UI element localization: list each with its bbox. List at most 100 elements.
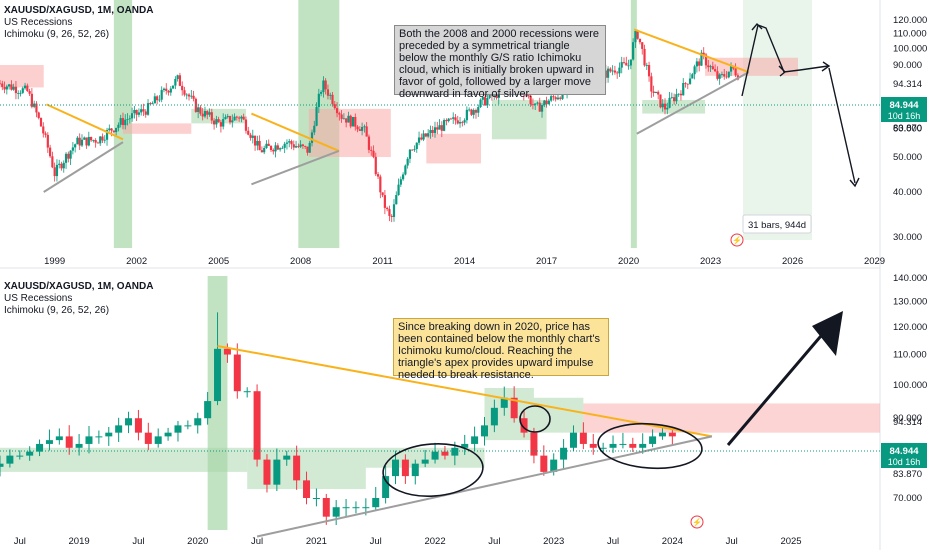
candle bbox=[659, 94, 662, 108]
candle bbox=[345, 118, 348, 123]
candle bbox=[208, 112, 211, 115]
candle bbox=[670, 97, 673, 99]
price-axis-tick: 140.000 bbox=[893, 273, 927, 284]
candle bbox=[538, 102, 541, 112]
candle bbox=[26, 85, 29, 91]
candle bbox=[181, 85, 184, 91]
candle bbox=[458, 122, 462, 124]
candle bbox=[351, 117, 355, 127]
trendline-lower[interactable] bbox=[43, 141, 124, 193]
candle bbox=[454, 117, 457, 121]
trendline-upper[interactable] bbox=[251, 112, 340, 152]
candle bbox=[668, 432, 676, 437]
candle bbox=[395, 195, 398, 205]
candle bbox=[95, 436, 103, 438]
candle bbox=[320, 92, 323, 94]
trendline-lower[interactable] bbox=[251, 149, 340, 186]
time-axis[interactable]: Jul 2019 Jul 2020 Jul 2021 Jul 2022 Jul 2023 Jul 20… bbox=[14, 536, 802, 547]
trendline-upper[interactable] bbox=[633, 28, 750, 74]
candle bbox=[105, 129, 109, 140]
candle bbox=[272, 149, 275, 152]
candle bbox=[233, 116, 236, 121]
candle bbox=[627, 65, 630, 67]
candle bbox=[269, 145, 273, 150]
indicator-recessions[interactable]: US Recessions bbox=[4, 17, 72, 28]
candle bbox=[365, 126, 368, 137]
candle bbox=[322, 498, 330, 517]
candle bbox=[10, 84, 13, 90]
candle bbox=[560, 447, 568, 460]
candle bbox=[142, 109, 145, 112]
time-axis-tick: 2024 bbox=[662, 536, 683, 547]
candle bbox=[629, 443, 637, 448]
candle bbox=[447, 118, 450, 122]
candle bbox=[335, 108, 339, 114]
indicator-recessions[interactable]: US Recessions bbox=[4, 293, 72, 304]
candle bbox=[421, 459, 429, 464]
price-axis-tick: 30.000 bbox=[893, 232, 922, 243]
indicator-ichimoku[interactable]: Ichimoku (9, 26, 52, 26) bbox=[4, 29, 109, 40]
candle bbox=[240, 116, 243, 119]
time-axis-tick: 2002 bbox=[126, 256, 147, 267]
candle bbox=[486, 98, 489, 106]
lightning-icon[interactable] bbox=[690, 515, 704, 529]
candle bbox=[283, 455, 291, 460]
candle bbox=[449, 118, 453, 120]
candle bbox=[468, 109, 471, 111]
candle bbox=[315, 107, 318, 126]
candle bbox=[294, 146, 298, 148]
candle bbox=[456, 120, 459, 124]
candle bbox=[684, 83, 687, 84]
candle bbox=[510, 397, 518, 419]
time-axis-tick: Jul bbox=[370, 536, 382, 547]
candle bbox=[379, 176, 382, 193]
indicator-ichimoku[interactable]: Ichimoku (9, 26, 52, 26) bbox=[4, 305, 109, 316]
candle bbox=[144, 432, 152, 444]
candle bbox=[19, 92, 22, 94]
candle bbox=[679, 93, 683, 96]
symbol-title[interactable]: XAUUSD/XAGUSD, 1M, OANDA bbox=[4, 281, 153, 292]
trendline-lower[interactable] bbox=[636, 71, 750, 135]
candle bbox=[158, 99, 161, 101]
candle bbox=[28, 90, 31, 94]
candle bbox=[424, 133, 427, 137]
price-axis[interactable]: 140.000 130.000 120.000 110.000 100.000 90.00… bbox=[893, 273, 927, 504]
candle bbox=[53, 167, 56, 177]
symbol-title[interactable]: XAUUSD/XAGUSD, 1M, OANDA bbox=[4, 5, 153, 16]
candle bbox=[707, 65, 710, 68]
trendline-lower[interactable] bbox=[256, 435, 713, 538]
price-axis-tick: 100.000 bbox=[893, 44, 927, 55]
candle bbox=[313, 125, 316, 133]
candle bbox=[276, 145, 279, 150]
annotation-note-top[interactable]: Both the 2008 and 2000 recessions were p… bbox=[394, 25, 606, 100]
candle bbox=[654, 91, 658, 93]
candle bbox=[149, 103, 152, 105]
candle bbox=[174, 425, 182, 433]
candle bbox=[550, 96, 553, 101]
candle bbox=[265, 143, 268, 148]
time-axis[interactable]: 1999 2002 2005 2008 2011 2014 2017 2020 2023 2026… bbox=[44, 256, 885, 267]
lightning-icon[interactable] bbox=[730, 233, 744, 247]
price-axis-tick: 100.000 bbox=[893, 380, 927, 391]
candle bbox=[331, 94, 334, 105]
candle bbox=[101, 136, 104, 141]
trendline-upper[interactable] bbox=[217, 345, 713, 438]
candle bbox=[500, 397, 508, 408]
candle bbox=[26, 451, 34, 456]
candle bbox=[382, 476, 390, 498]
annotation-note-bottom[interactable]: Since breaking down in 2020, price has b… bbox=[393, 318, 609, 381]
candle bbox=[5, 86, 8, 90]
candle bbox=[105, 432, 113, 437]
candle bbox=[691, 74, 694, 79]
candle bbox=[253, 391, 261, 460]
candle bbox=[723, 74, 726, 77]
candle bbox=[201, 113, 204, 117]
candle bbox=[140, 109, 143, 113]
trendline-upper[interactable] bbox=[46, 103, 124, 141]
candle bbox=[83, 137, 86, 140]
candle bbox=[440, 125, 443, 131]
candle bbox=[634, 31, 637, 43]
candle bbox=[390, 215, 393, 217]
candle bbox=[37, 112, 40, 118]
